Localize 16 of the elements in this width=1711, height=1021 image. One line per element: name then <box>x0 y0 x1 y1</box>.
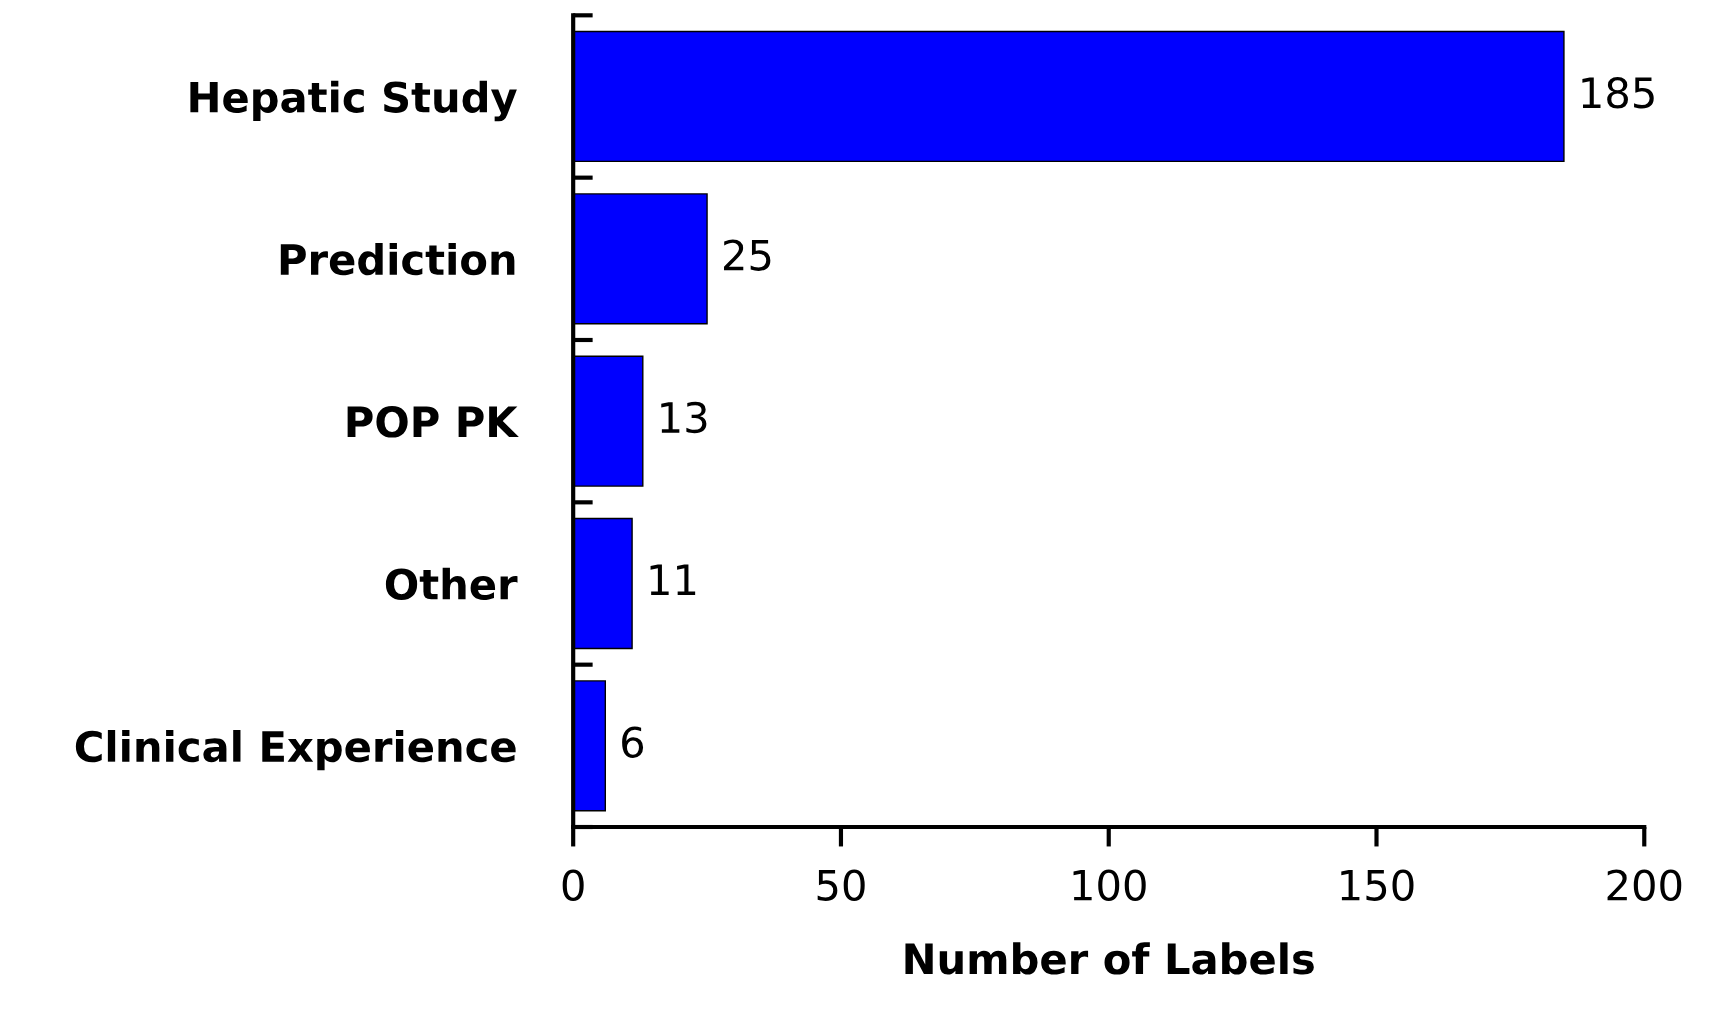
data-label: 11 <box>650 564 696 595</box>
x-axis-title: Number of Labels <box>905 942 1314 975</box>
data-label: 13 <box>661 401 707 434</box>
y-tick-label: Hepatic Study <box>190 80 517 122</box>
data-label: 185 <box>1582 77 1654 109</box>
y-tick-label: Prediction <box>280 242 515 276</box>
x-tick-label: 200 <box>1607 869 1682 901</box>
x-tick-label: 0 <box>562 869 584 901</box>
y-tick-label: Clinical Experience <box>75 730 516 771</box>
x-tick-label: 50 <box>817 869 865 901</box>
y-tick-label: POP PK <box>347 406 519 438</box>
data-label: 25 <box>724 239 771 271</box>
x-tick-label: 150 <box>1341 869 1414 901</box>
x-tick-label: 100 <box>1073 869 1146 901</box>
data-label: 6 <box>622 726 644 758</box>
y-tick-label: Other <box>385 567 518 600</box>
